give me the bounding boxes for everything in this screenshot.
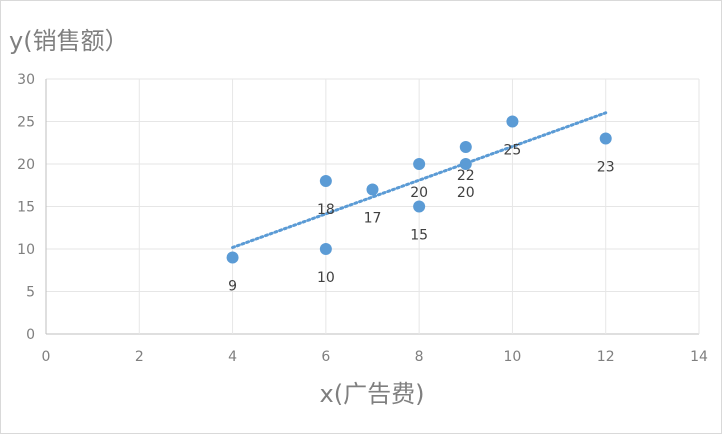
x-tick-label: 4 [228, 349, 237, 365]
data-point [413, 158, 426, 170]
x-axis-title: x(广告费) [320, 380, 425, 408]
x-tick-label: 6 [321, 349, 330, 365]
x-tick-label: 10 [504, 349, 522, 365]
x-tick-label: 8 [415, 349, 424, 365]
x-tick-label: 2 [135, 349, 144, 365]
data-point [319, 175, 332, 187]
x-tick-label: 0 [42, 349, 51, 365]
trendline-layer [231, 111, 608, 250]
data-point [319, 243, 332, 255]
y-tick-label: 0 [26, 327, 35, 343]
y-tick-label: 25 [17, 115, 35, 131]
grid-layer [45, 78, 700, 335]
data-label: 18 [317, 202, 335, 218]
data-point [366, 183, 379, 196]
data-point [459, 158, 472, 170]
y-axis-title: y(销售额） [9, 27, 129, 55]
data-label: 9 [228, 279, 237, 295]
data-label: 20 [410, 185, 428, 201]
tick-labels-layer: 0 5 10 15 20 25 30 0 2 4 6 8 10 12 14 [17, 72, 708, 365]
data-point [506, 115, 519, 128]
data-point [459, 141, 472, 153]
data-label: 22 [457, 168, 475, 184]
trendline [231, 111, 608, 250]
data-point [599, 132, 612, 145]
y-tick-label: 30 [17, 72, 35, 88]
data-label: 25 [504, 143, 522, 159]
x-tick-label: 12 [597, 349, 615, 365]
data-label: 10 [317, 270, 335, 286]
y-tick-label: 5 [26, 285, 35, 301]
y-tick-label: 20 [17, 157, 35, 173]
data-label: 20 [457, 185, 475, 201]
y-tick-label: 15 [17, 200, 35, 216]
data-label: 15 [410, 228, 428, 244]
data-point [226, 251, 239, 264]
points-layer [226, 115, 612, 264]
y-tick-label: 10 [17, 242, 35, 258]
data-label: 17 [364, 211, 382, 227]
x-tick-label: 14 [690, 349, 708, 365]
data-point [413, 200, 426, 213]
data-label: 23 [597, 160, 615, 176]
